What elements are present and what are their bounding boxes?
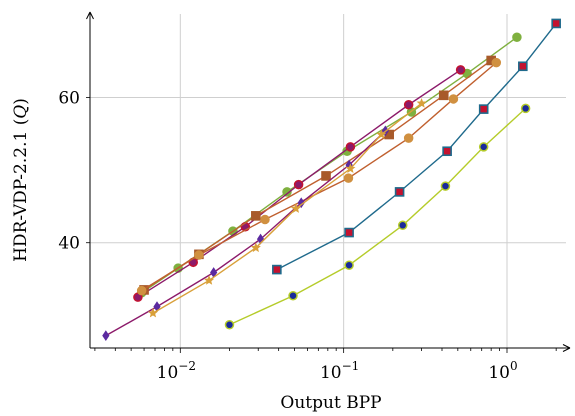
data-point [512,32,522,42]
axes [86,11,571,353]
y-axis-arrow [86,11,94,20]
y-axis-label: HDR-VDP-2.2.1 (Q) [11,98,31,262]
data-point [343,173,354,183]
y-tick-label: 60 [58,89,80,109]
data-point [520,103,531,114]
series-8 [147,98,427,318]
data-point [344,260,354,270]
data-point [416,98,427,108]
series-4 [133,65,466,302]
data-point [147,307,158,318]
tick-labels: 10−2 10−1 100 40 60 [58,89,517,384]
data-point [397,220,408,231]
y-tick-label: 40 [58,234,80,254]
data-point [224,320,235,330]
data-point [293,179,304,190]
data-point [204,275,215,285]
data-point [376,129,387,139]
series-1 [272,18,561,275]
x-axis-arrow [562,344,571,352]
data-point [345,142,356,152]
data-point [321,171,331,181]
x-axis-label: Output BPP [280,393,381,413]
data-point [442,146,452,157]
data-point [491,57,502,68]
data-point [288,290,298,301]
data-point [440,181,451,191]
series-line [276,23,557,271]
data-point [448,94,459,104]
data-point [438,90,449,101]
series-2 [224,103,531,330]
data-point [551,18,561,29]
x-tick-label: 10−1 [320,359,359,383]
data-point [394,187,405,197]
x-tick-label: 100 [488,359,517,383]
series-6 [136,57,502,296]
data-point [250,242,261,253]
data-point [344,227,354,238]
series-layer [102,18,561,342]
data-point [282,187,292,197]
data-point [455,65,466,75]
data-point [272,264,282,275]
data-point [290,203,301,213]
data-point [251,211,261,221]
x-tick-label: 10−2 [157,359,196,383]
data-point [260,214,270,225]
data-point [403,133,414,143]
series-line [229,107,527,326]
data-point [345,163,356,173]
data-point [518,61,528,72]
data-point [136,285,147,296]
data-point [478,104,489,114]
data-point [102,330,110,342]
data-point [403,100,414,110]
data-point [478,142,489,152]
data-point [194,250,204,260]
